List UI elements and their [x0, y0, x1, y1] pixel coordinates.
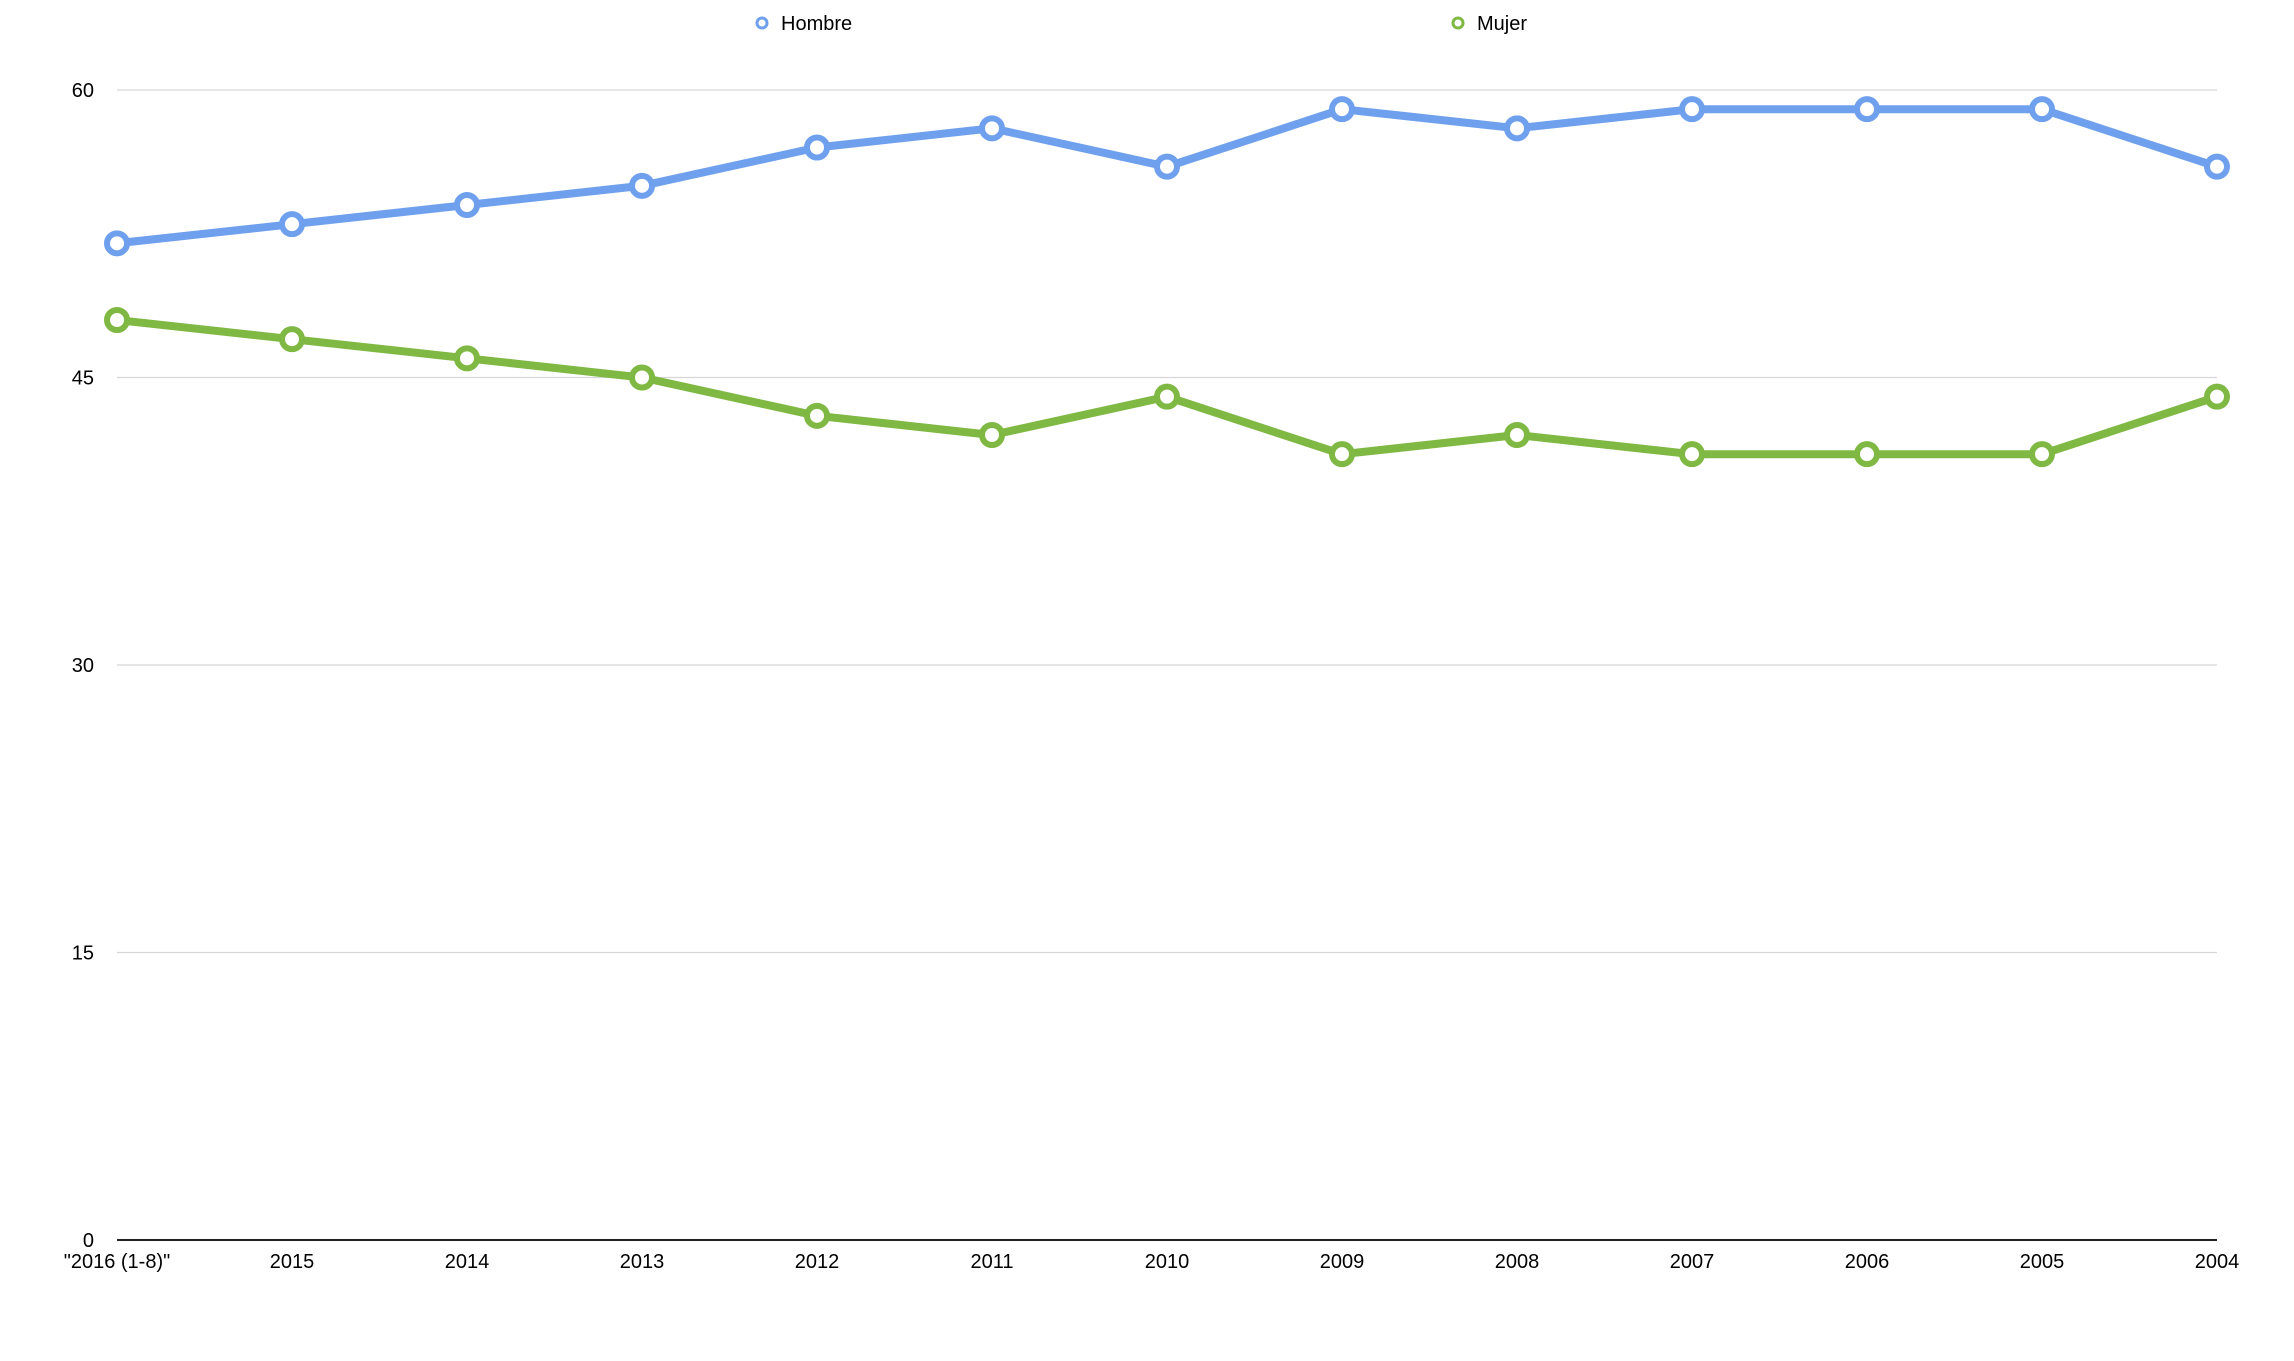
data-point-hombre	[279, 211, 305, 238]
data-point-hombre	[804, 134, 830, 161]
data-point-mujer	[979, 422, 1005, 448]
y-gridlines	[117, 89, 2217, 954]
x-tick-label: 2013	[620, 1251, 665, 1273]
data-point-hombre	[1854, 96, 1880, 123]
data-point-mujer	[1329, 441, 1355, 468]
x-tick-label: "2016 (1-8)"	[64, 1251, 170, 1273]
data-point-hombre	[1329, 96, 1355, 123]
data-point-hombre	[2029, 96, 2055, 123]
x-tick-label: 2007	[1670, 1251, 1715, 1273]
data-point-hombre	[1154, 153, 1180, 180]
x-tick-label: 2014	[445, 1251, 490, 1273]
legend-marker-hombre	[755, 16, 769, 30]
data-point-mujer	[1154, 383, 1180, 410]
legend-marker-mujer	[1451, 16, 1465, 30]
legend-item-mujer: Mujer	[1451, 13, 1527, 35]
x-tick-label: 2008	[1495, 1251, 1540, 1273]
x-tick-label: 2015	[270, 1251, 315, 1273]
data-point-hombre	[629, 172, 655, 199]
x-tick-label: 2010	[1145, 1251, 1190, 1273]
data-point-mujer	[104, 307, 130, 333]
y-tick-label: 0	[83, 1230, 94, 1252]
x-tick-label: 2012	[795, 1251, 840, 1273]
y-tick-labels: 0 15 30 45 60	[72, 80, 94, 1252]
data-points	[104, 96, 2230, 468]
legend: Hombre Mujer	[755, 13, 1527, 35]
x-tick-label: 2004	[2195, 1251, 2240, 1273]
data-point-hombre	[104, 230, 130, 257]
legend-label-hombre: Hombre	[781, 13, 852, 35]
data-point-mujer	[2204, 383, 2230, 410]
data-point-mujer	[2029, 441, 2055, 468]
data-point-mujer	[454, 345, 480, 372]
y-tick-label: 15	[72, 943, 94, 965]
y-tick-label: 45	[72, 368, 94, 390]
data-point-mujer	[279, 326, 305, 353]
y-tick-label: 60	[72, 80, 94, 102]
x-tick-label: 2006	[1845, 1251, 1890, 1273]
data-point-hombre	[2204, 153, 2230, 180]
data-point-hombre	[454, 192, 480, 218]
data-point-mujer	[1854, 441, 1880, 468]
x-tick-label: 2011	[970, 1251, 1013, 1273]
x-tick-label: 2005	[2020, 1251, 2065, 1273]
x-tick-labels: "2016 (1-8)" 2015 2014 2013 2012 2011 2010 2009…	[64, 1251, 2239, 1273]
data-point-hombre	[1679, 96, 1705, 123]
data-point-mujer	[1504, 422, 1530, 448]
data-point-hombre	[1504, 115, 1530, 142]
data-point-mujer	[804, 402, 830, 429]
legend-item-hombre: Hombre	[755, 13, 852, 35]
data-point-hombre	[979, 115, 1005, 142]
y-tick-label: 30	[72, 655, 94, 677]
legend-label-mujer: Mujer	[1477, 13, 1527, 35]
data-point-mujer	[629, 364, 655, 391]
data-point-mujer	[1679, 441, 1705, 468]
x-tick-label: 2009	[1320, 1251, 1365, 1273]
